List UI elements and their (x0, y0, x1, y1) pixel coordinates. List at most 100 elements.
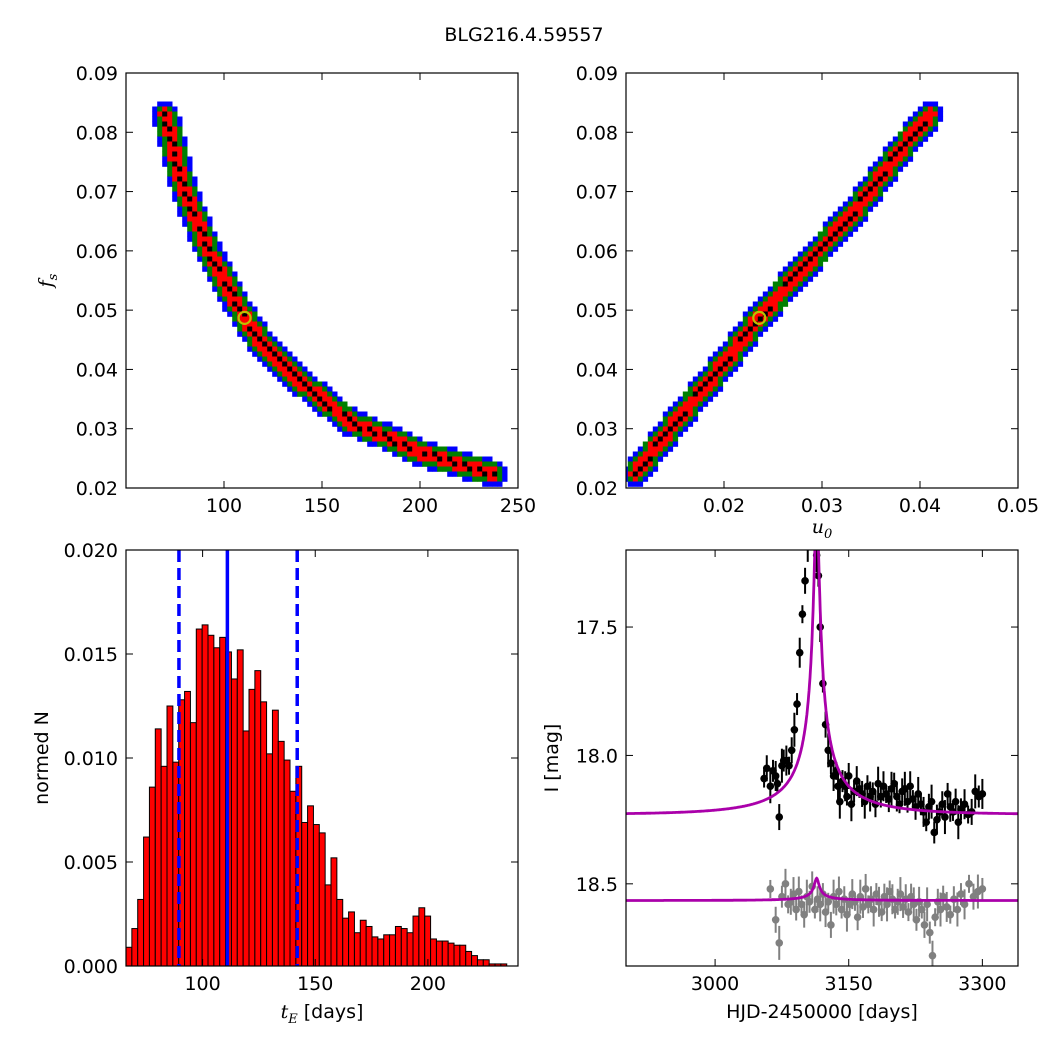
cell-core (177, 181, 183, 187)
cell-inner (792, 266, 799, 272)
cell-core (182, 191, 188, 197)
histogram-bar (465, 950, 473, 967)
cell-core (667, 426, 674, 432)
cell-middle (772, 311, 779, 317)
cell-core (902, 141, 909, 147)
cell-inner (172, 126, 178, 132)
cell-inner (912, 121, 919, 127)
cell-middle (822, 256, 829, 262)
cell-middle (247, 306, 253, 312)
cell-outer (917, 106, 924, 112)
histogram-bar (242, 730, 250, 967)
cell-core (862, 196, 869, 202)
cell-middle (202, 261, 208, 267)
cell-middle (807, 246, 814, 252)
cell-outer (197, 196, 203, 202)
cell-inner (847, 221, 854, 227)
cell-outer (447, 471, 453, 477)
cell-outer (802, 281, 809, 287)
cell-middle (657, 451, 664, 457)
cell-middle (342, 401, 348, 407)
cell-middle (187, 221, 193, 227)
cell-outer (347, 431, 353, 437)
cell-outer (627, 456, 634, 462)
cell-middle (207, 266, 213, 272)
cell-inner (742, 326, 749, 332)
cell-middle (752, 331, 759, 337)
cell-core (382, 431, 388, 437)
cell-outer (877, 196, 884, 202)
cell-outer (227, 311, 233, 317)
histogram-bar (301, 821, 309, 967)
cell-outer (197, 191, 203, 197)
cell-inner (182, 196, 188, 202)
cell-middle (752, 306, 759, 312)
cell-core (297, 376, 303, 382)
histogram-bar (371, 936, 379, 967)
cell-core (827, 231, 834, 237)
cell-inner (847, 206, 854, 212)
histogram-bar (148, 786, 156, 967)
cell-core (882, 171, 889, 177)
cell-outer (302, 366, 308, 372)
cell-core (182, 181, 188, 187)
cell-middle (772, 286, 779, 292)
panel-top-left: 100 150 200 250 0.02 0.03 0.04 0.05 0.06 0.07 0.08… (35, 63, 536, 517)
cell-inner (252, 336, 258, 342)
cell-inner (797, 276, 804, 282)
cell-core (437, 456, 443, 462)
cell-outer (302, 396, 308, 402)
cell-inner (902, 146, 909, 152)
data-point (877, 908, 886, 916)
cell-inner (867, 196, 874, 202)
data-point (927, 797, 936, 806)
cell-outer (832, 211, 839, 217)
cell-outer (277, 341, 283, 347)
cell-core (887, 156, 894, 162)
cell-core (452, 461, 458, 467)
cell-inner (347, 426, 353, 432)
cell-inner (312, 396, 318, 402)
y-tick-label: 0.04 (576, 359, 618, 381)
cell-core (647, 451, 654, 457)
cell-middle (802, 251, 809, 257)
cell-middle (407, 456, 413, 462)
cell-core (267, 346, 273, 352)
cell-core (847, 216, 854, 222)
cell-inner (897, 141, 904, 147)
cell-outer (626, 476, 629, 482)
cell-middle (877, 186, 884, 192)
cell-middle (777, 276, 784, 282)
cell-inner (677, 406, 684, 412)
cell-inner (677, 421, 684, 427)
cell-outer (372, 416, 378, 422)
cell-inner (637, 471, 644, 477)
cell-middle (182, 206, 188, 212)
cell-outer (917, 141, 924, 147)
cell-inner (172, 166, 178, 172)
cell-middle (407, 436, 413, 442)
cell-inner (822, 236, 829, 242)
cell-core (202, 231, 208, 237)
cell-outer (797, 251, 804, 257)
cell-inner (782, 291, 789, 297)
cell-core (402, 441, 408, 447)
cell-outer (357, 436, 363, 442)
cell-outer (202, 266, 208, 272)
cell-middle (262, 331, 268, 337)
cell-outer (492, 481, 498, 487)
cell-inner (262, 351, 268, 357)
cell-middle (307, 396, 313, 402)
cell-middle (892, 166, 899, 172)
cell-outer (192, 181, 198, 187)
cell-outer (687, 421, 694, 427)
cell-inner (277, 351, 283, 357)
cell-middle (847, 201, 854, 207)
data-point (951, 797, 960, 806)
cell-inner (832, 236, 839, 242)
cell-outer (172, 191, 178, 197)
cell-outer (317, 411, 323, 417)
x-tick-label: 100 (184, 973, 220, 995)
cell-middle (877, 191, 884, 197)
x-tick-label: 0.03 (801, 495, 843, 517)
